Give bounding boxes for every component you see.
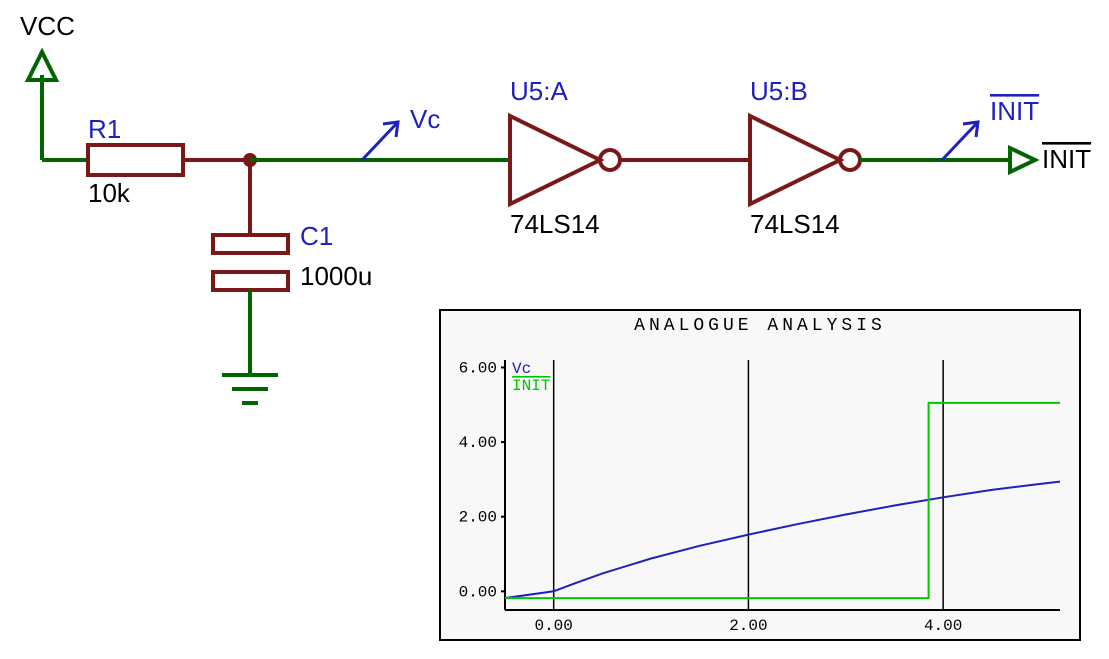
vcc-symbol — [28, 52, 56, 160]
u5b-type: 74LS14 — [750, 209, 840, 239]
u5a-component — [510, 116, 620, 204]
init-probe — [942, 122, 978, 160]
gnd-symbol — [222, 375, 278, 403]
u5a-type: 74LS14 — [510, 209, 600, 239]
vcc-label: VCC — [20, 11, 75, 41]
legend-init: INIT — [512, 377, 550, 395]
u5b-ref: U5:B — [750, 76, 808, 106]
vc-probe-label: Vc — [410, 104, 440, 134]
r1-ref: R1 — [88, 114, 121, 144]
u5a-ref: U5:A — [510, 76, 568, 106]
graph-title: ANALOGUE ANALYSIS — [634, 316, 886, 336]
svg-text:4.00: 4.00 — [924, 617, 962, 635]
svg-text:6.00: 6.00 — [459, 359, 497, 377]
c1-component — [213, 235, 288, 290]
init-net-label: INIT — [1042, 144, 1091, 174]
svg-text:2.00: 2.00 — [729, 617, 767, 635]
c1-value: 1000u — [300, 261, 372, 291]
svg-text:0.00: 0.00 — [534, 617, 572, 635]
svg-text:0.00: 0.00 — [459, 583, 497, 601]
c1-ref: C1 — [300, 221, 333, 251]
analysis-graph: ANALOGUE ANALYSIS 0.00 2.00 4.00 0.00 2.00 4.… — [440, 310, 1080, 640]
r1-value: 10k — [88, 178, 131, 208]
vc-probe — [362, 122, 398, 160]
r1-component — [88, 145, 183, 175]
u5b-component — [750, 116, 860, 204]
svg-text:2.00: 2.00 — [459, 509, 497, 527]
legend-vc: Vc — [512, 360, 531, 378]
svg-text:4.00: 4.00 — [459, 434, 497, 452]
output-arrow — [1010, 148, 1035, 172]
init-probe-label: INIT — [990, 96, 1039, 126]
